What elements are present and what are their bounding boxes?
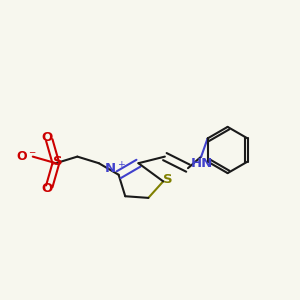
Text: N$^+$: N$^+$	[104, 161, 126, 176]
Text: O: O	[41, 131, 52, 144]
Text: O$^-$: O$^-$	[16, 150, 37, 163]
Text: HN: HN	[191, 158, 213, 170]
Text: O: O	[41, 182, 52, 196]
Text: S: S	[164, 173, 173, 186]
Text: S: S	[53, 155, 62, 168]
